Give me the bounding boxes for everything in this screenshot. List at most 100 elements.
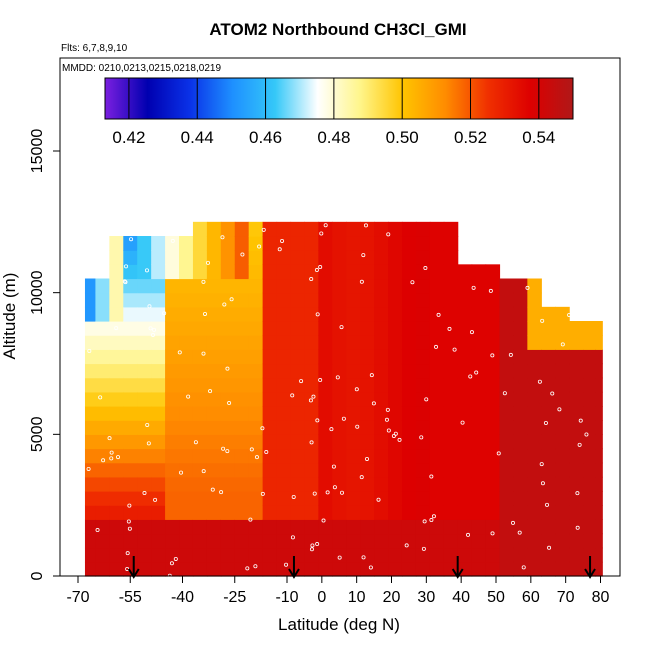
heatmap-cell (220, 250, 236, 265)
sample-point (508, 352, 513, 357)
heatmap-cell (276, 236, 292, 251)
heatmap-cell (276, 491, 292, 506)
heatmap-cell (165, 349, 180, 365)
heatmap-cell (541, 533, 556, 549)
heatmap-cell (151, 406, 166, 421)
heatmap-cell (262, 363, 278, 379)
heatmap-cell (388, 363, 403, 379)
heatmap-cell (165, 476, 180, 492)
heatmap-cell (109, 476, 124, 492)
sample-point (254, 455, 259, 460)
sample-point (397, 437, 402, 442)
heatmap-cell (401, 236, 417, 251)
sample-point (249, 447, 254, 452)
heatmap-cell (513, 491, 528, 506)
sample-point (312, 491, 317, 496)
heatmap-cell (485, 519, 501, 535)
sample-point (355, 424, 360, 429)
heatmap-cell (388, 250, 403, 265)
heatmap-cell (84, 462, 97, 478)
sample-point (179, 470, 184, 475)
heatmap-cell (346, 462, 361, 478)
heatmap-cell (276, 321, 292, 336)
heatmap-cell (541, 462, 556, 478)
heatmap-cell (151, 236, 166, 251)
colorbar-tick-label: 0.44 (181, 128, 214, 147)
heatmap-cell (220, 278, 236, 294)
heatmap-cell (318, 349, 333, 365)
sample-point (584, 432, 589, 437)
heatmap-cell (415, 363, 431, 379)
heatmap-cell (290, 264, 306, 280)
sample-point (577, 442, 582, 447)
heatmap-cell (84, 505, 97, 520)
heatmap-cell (318, 505, 333, 520)
heatmap-cell (401, 406, 417, 421)
heatmap-cell (192, 363, 208, 379)
heatmap-cell (401, 363, 417, 379)
heatmap-cell (499, 505, 515, 520)
sample-point (260, 426, 265, 431)
heatmap-cell (388, 236, 403, 251)
heatmap-cell (360, 406, 375, 421)
heatmap-cell (583, 335, 596, 350)
colorbar-tick-label: 0.46 (249, 128, 282, 147)
sample-point (291, 494, 296, 499)
heatmap-cell (179, 377, 194, 393)
sample-point (315, 312, 320, 317)
heatmap-cell (109, 349, 124, 365)
heatmap-cell (513, 434, 528, 450)
sample-point (225, 366, 230, 371)
heatmap-cell (388, 519, 403, 535)
heatmap-cell (374, 250, 389, 265)
heatmap-cell (151, 264, 166, 280)
heatmap-cell (84, 448, 97, 464)
heatmap-cell (109, 547, 124, 563)
heatmap-cell (555, 505, 570, 520)
sample-point (550, 391, 555, 396)
heatmap-cell (304, 349, 319, 365)
heatmap-cell (513, 505, 528, 520)
heatmap-cell (276, 250, 292, 265)
heatmap-cell (234, 491, 250, 506)
heatmap-cell (318, 377, 333, 393)
heatmap-cell (165, 391, 180, 407)
heatmap-cell (109, 519, 124, 535)
heatmap-cell (513, 363, 528, 379)
heatmap-cell (234, 250, 250, 265)
heatmap-cell (569, 505, 584, 520)
sample-point (431, 514, 436, 519)
heatmap-cell (109, 505, 124, 520)
heatmap-cell (555, 519, 570, 535)
sample-point (560, 342, 565, 347)
sample-point (318, 378, 323, 383)
heatmap-cell (471, 476, 487, 492)
heatmap-cell (415, 236, 431, 251)
heatmap-cell (151, 547, 166, 563)
heatmap-cell (95, 349, 110, 365)
heatmap-cell (527, 561, 542, 577)
heatmap-cell (165, 278, 180, 294)
heatmap-cell (192, 250, 208, 265)
heatmap-cell (415, 547, 431, 563)
sample-point (429, 474, 434, 479)
heatmap-cell (429, 221, 445, 237)
heatmap-cell (485, 264, 501, 280)
heatmap-cell (95, 476, 110, 492)
y-axis: 0 5000 10000 15000 (29, 129, 60, 580)
heatmap-cell (569, 335, 584, 350)
heatmap-cell (332, 278, 347, 294)
heatmap-cell (290, 250, 306, 265)
heatmap-cell (541, 420, 556, 435)
heatmap-cell (276, 406, 292, 421)
heatmap-cell (165, 377, 180, 393)
heatmap-cell (318, 236, 333, 251)
heatmap-cell (583, 434, 596, 450)
heatmap-cell (179, 264, 194, 280)
heatmap-cell (262, 278, 278, 294)
sample-point (193, 440, 198, 445)
heatmap-cell (527, 519, 542, 535)
sample-point (253, 564, 258, 569)
heatmap-cell (471, 519, 487, 535)
heatmap-cell (248, 264, 264, 280)
